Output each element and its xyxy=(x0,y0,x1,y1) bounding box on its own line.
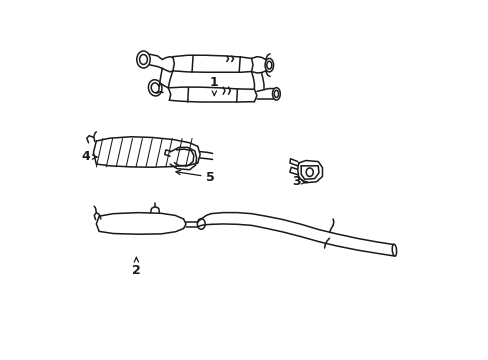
Text: 4: 4 xyxy=(81,150,97,163)
Text: 1: 1 xyxy=(209,76,218,95)
Text: 2: 2 xyxy=(132,257,141,277)
Text: 5: 5 xyxy=(176,170,215,184)
Text: 3: 3 xyxy=(292,175,306,188)
